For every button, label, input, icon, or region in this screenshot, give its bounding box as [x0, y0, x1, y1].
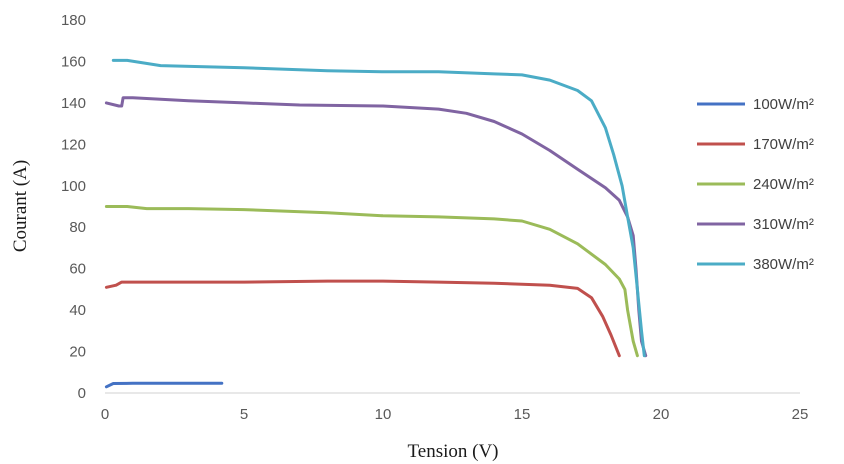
series-line-4 — [104, 96, 648, 358]
y-axis-title: Courant (A) — [10, 160, 31, 252]
y-tick-label: 140 — [61, 95, 86, 112]
series-line-1 — [104, 381, 224, 389]
legend-label: 380W/m² — [753, 256, 814, 273]
x-tick-label: 20 — [653, 406, 670, 423]
x-tick-label: 25 — [792, 406, 809, 423]
x-axis-title: Tension (V) — [407, 441, 498, 462]
legend-label: 310W/m² — [753, 216, 814, 233]
y-tick-label: 180 — [61, 12, 86, 29]
series-line-2 — [104, 279, 621, 358]
series-line-3 — [104, 205, 639, 358]
legend: 100W/m² 170W/m² 240W/m² 310W/m² 380W/m² — [697, 96, 814, 273]
x-tick-label: 0 — [101, 406, 109, 423]
x-tick-label: 10 — [375, 406, 392, 423]
y-tick-label: 120 — [61, 136, 86, 153]
y-tick-label: 0 — [78, 385, 86, 402]
y-tick-label: 80 — [69, 219, 86, 236]
y-tick-label: 20 — [69, 344, 86, 361]
series-lines — [104, 58, 648, 389]
legend-label: 170W/m² — [753, 136, 814, 153]
x-tick-label: 5 — [240, 406, 248, 423]
y-axis-ticks: 0 20 40 60 80 100 120 140 160 180 — [61, 12, 86, 402]
legend-label: 240W/m² — [753, 176, 814, 193]
legend-label: 100W/m² — [753, 96, 814, 113]
y-tick-label: 60 — [69, 261, 86, 278]
y-tick-label: 40 — [69, 302, 86, 319]
series-line-5 — [111, 58, 646, 358]
y-tick-label: 160 — [61, 53, 86, 70]
x-tick-label: 15 — [514, 406, 531, 423]
x-axis-ticks: 0 5 10 15 20 25 — [101, 406, 809, 423]
y-tick-label: 100 — [61, 178, 86, 195]
